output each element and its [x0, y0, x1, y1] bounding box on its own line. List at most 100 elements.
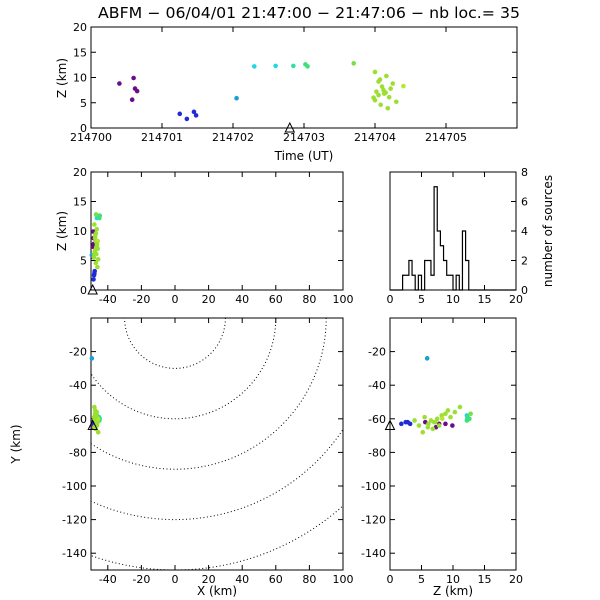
z_y-ytick-label: -80 — [368, 446, 386, 459]
x_z-xtick-label: -20 — [132, 293, 150, 306]
source-point-time-height — [379, 84, 385, 89]
source-point-time-height — [374, 89, 379, 94]
source-point-z-y — [425, 424, 431, 430]
x_y-xtick-label: 80 — [302, 573, 316, 586]
histogram-xtick-label: 20 — [509, 293, 523, 306]
x-z-panel-frame — [90, 171, 344, 291]
z_y-ytick-label: -60 — [368, 413, 386, 426]
source-point-x-z — [95, 264, 100, 270]
x_z-xtick-label: -40 — [99, 293, 117, 306]
source-point-x-z — [91, 277, 96, 282]
source-point-time-height — [381, 91, 387, 96]
source-point-x-y — [93, 414, 99, 420]
source-point-time-height — [193, 113, 199, 118]
x_z-ytick-label: 20 — [73, 166, 87, 179]
source-point-time-height — [305, 64, 310, 69]
histogram-xtick-label: 10 — [446, 293, 460, 306]
x_z-xtick-label: 100 — [333, 293, 354, 306]
source-point-time-height — [234, 95, 239, 101]
source-point-time-height — [378, 102, 383, 108]
source-point-z-y — [399, 421, 404, 427]
source-point-time-height — [371, 95, 376, 100]
x_y-xtick-label: 40 — [235, 573, 249, 586]
source-point-time-height — [388, 86, 393, 91]
source-point-z-y — [430, 426, 436, 432]
time-height-xlabel: Time (UT) — [274, 149, 334, 163]
x_y-xtick-label: -20 — [132, 573, 150, 586]
source-point-time-height — [385, 106, 391, 111]
source-point-z-y — [436, 423, 442, 428]
time_height-xtick-label: 214705 — [425, 131, 467, 144]
source-point-time-height — [377, 77, 383, 82]
x_z-xtick-label: 20 — [202, 293, 216, 306]
x-y-ylabel: Y (km) — [9, 424, 23, 464]
source-point-z-y — [407, 421, 413, 427]
x_y-ytick-label: -40 — [69, 379, 87, 392]
x_y-ytick-label: -100 — [62, 480, 87, 493]
source-point-x-z — [93, 247, 98, 253]
source-point-x-z — [93, 212, 99, 217]
source-point-time-height — [184, 116, 190, 122]
z_y-ytick-label: -40 — [368, 379, 386, 392]
station-marker-z-y — [384, 419, 396, 431]
source-point-time-height — [191, 109, 197, 115]
z_y-ytick-label: -100 — [361, 480, 386, 493]
distance-contours — [91, 318, 343, 570]
source-point-x-z — [94, 226, 100, 232]
source-point-time-height — [376, 92, 381, 98]
z_y-xtick-label: 20 — [509, 573, 523, 586]
x_y-ytick-label: -80 — [69, 446, 87, 459]
distance-contour — [91, 318, 277, 420]
histogram-ytick-label: 8 — [521, 166, 528, 179]
source-point-z-y — [403, 419, 409, 425]
source-point-x-y — [94, 409, 100, 415]
source-point-time-height — [386, 94, 392, 100]
x-y-panel-frame — [90, 317, 344, 571]
time_height-ytick-label: 0 — [80, 122, 87, 135]
source-point-time-height — [384, 73, 389, 79]
z-y-xlabel: Z (km) — [433, 584, 473, 598]
z_y-xtick-label: 0 — [387, 573, 394, 586]
z-y-panel-frame — [389, 317, 517, 571]
histogram-ytick-label: 0 — [521, 284, 528, 297]
source-point-time-height — [129, 97, 135, 103]
x_z-xtick-label: 60 — [269, 293, 283, 306]
time_height-ytick-label: 5 — [80, 97, 87, 110]
source-point-x-z — [95, 257, 101, 262]
source-point-z-y — [420, 429, 426, 435]
source-point-z-y — [450, 423, 455, 428]
x_y-xtick-label: 0 — [172, 573, 179, 586]
x-y-xlabel: X (km) — [197, 584, 237, 598]
source-point-x-z — [94, 241, 100, 247]
distance-contour — [124, 318, 226, 369]
station-marker-time-height — [284, 121, 296, 133]
time-height-ylabel: Z (km) — [55, 58, 69, 98]
source-point-time-height — [372, 69, 378, 75]
source-point-time-height — [351, 61, 357, 66]
source-point-x-z — [93, 260, 99, 266]
source-point-time-height — [117, 81, 122, 86]
time_height-xtick-label: 214702 — [212, 131, 254, 144]
source-point-z-y — [416, 423, 422, 428]
histogram-ytick-label: 4 — [521, 225, 528, 238]
source-point-x-z — [92, 222, 97, 227]
source-point-z-y — [448, 414, 453, 420]
source-point-z-y — [468, 411, 473, 417]
source-point-z-y — [439, 416, 445, 422]
source-point-x-y — [95, 429, 101, 435]
source-point-z-y — [443, 411, 448, 417]
x_z-xtick-label: 40 — [235, 293, 249, 306]
source-points — [89, 61, 473, 435]
station-marker-x-y — [87, 419, 98, 431]
source-point-time-height — [177, 111, 183, 117]
x_z-ytick-label: 10 — [73, 225, 87, 238]
source-point-x-z — [92, 252, 97, 257]
x_y-xtick-label: 20 — [202, 573, 216, 586]
source-point-time-height — [291, 63, 296, 69]
histogram-ytick-label: 2 — [521, 255, 528, 268]
x_z-xtick-label: 0 — [172, 293, 179, 306]
z_y-xtick-label: 5 — [418, 573, 425, 586]
source-point-z-y — [457, 404, 463, 410]
histogram-xtick-label: 5 — [418, 293, 425, 306]
